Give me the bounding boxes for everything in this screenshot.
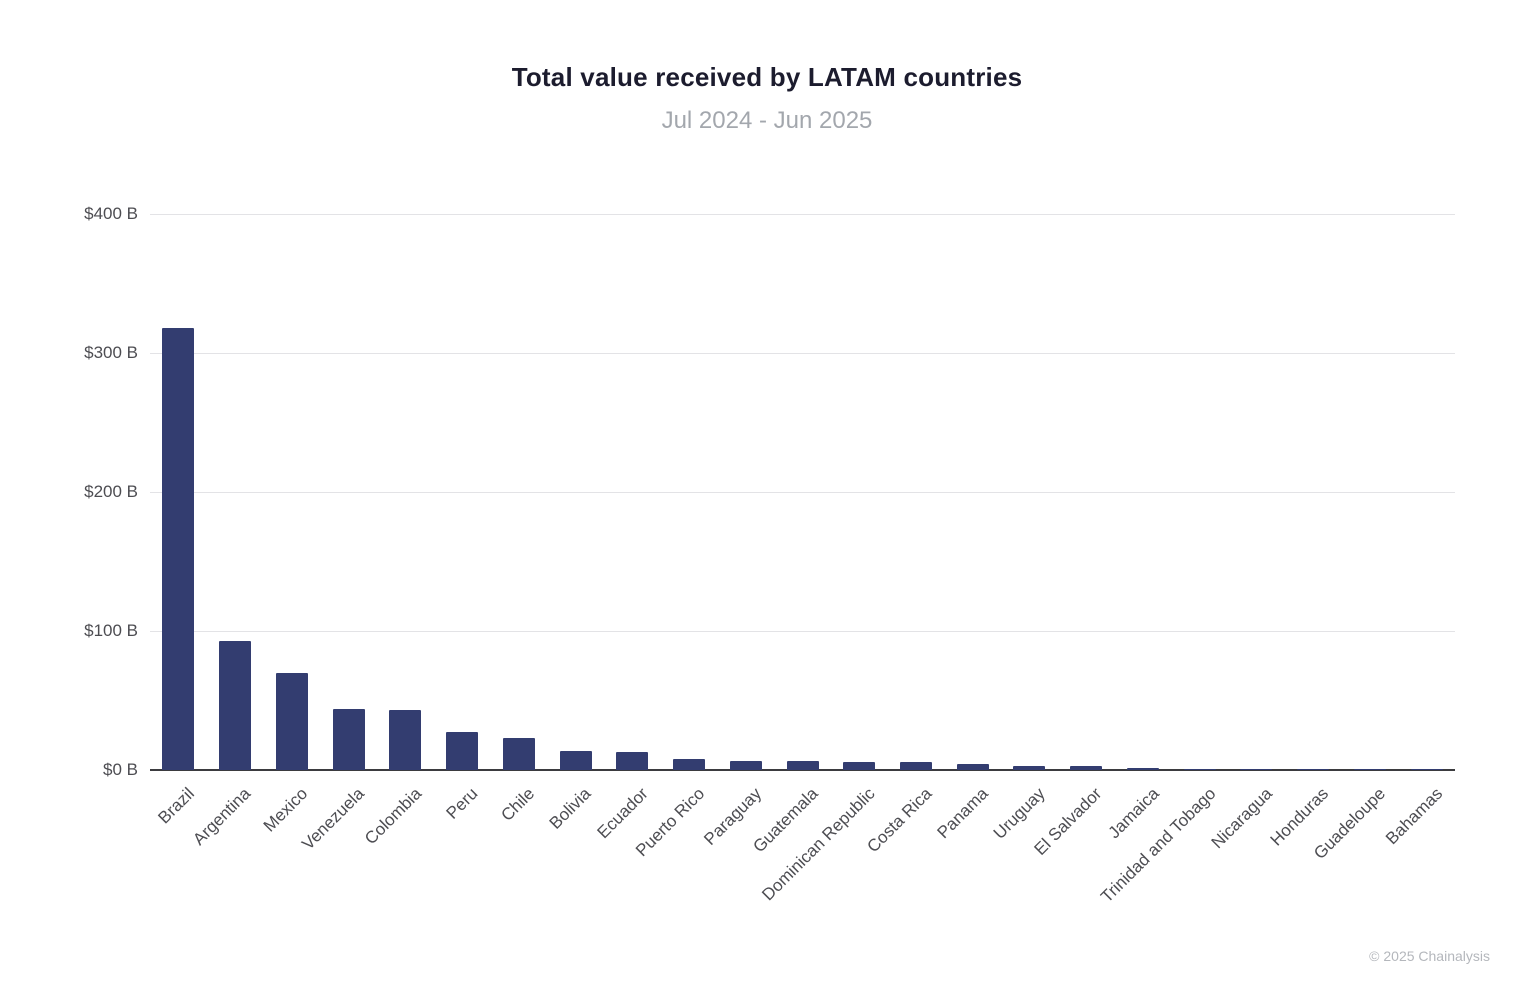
x-tick-label: Nicaragua [1207, 784, 1276, 853]
bar-venezuela [332, 708, 365, 770]
bar-honduras [1297, 769, 1330, 770]
copyright-text: © 2025 Chainalysis [1369, 948, 1490, 964]
x-tick-label: Chile [497, 784, 539, 825]
bar-trinidad-and-tobago [1183, 769, 1216, 770]
x-tick-label: Brazil [154, 784, 198, 828]
chart-subtitle: Jul 2024 - Jun 2025 [661, 107, 873, 134]
gridline [150, 491, 1455, 493]
bar-jamaica [1126, 767, 1159, 770]
chart-header: Total value received by LATAM countries … [0, 62, 1534, 135]
bar-chile [502, 738, 535, 770]
y-tick-label: $0 B [103, 760, 138, 779]
bar-nicaragua [1240, 769, 1273, 770]
bar-panama [956, 763, 989, 770]
y-tick-label: $200 B [84, 482, 138, 501]
x-tick-label: Bahamas [1381, 784, 1447, 849]
bar-costa-rica [899, 762, 932, 770]
bar-peru [446, 732, 479, 770]
bar-brazil [162, 327, 195, 770]
bar-argentina [219, 640, 252, 770]
bar-paraguay [729, 760, 762, 770]
x-tick-label: Mexico [259, 784, 312, 836]
x-tick-label: Peru [442, 784, 482, 823]
bar-puerto-rico [673, 758, 706, 770]
bar-mexico [275, 672, 308, 770]
bar-uruguay [1013, 765, 1046, 770]
bar-guatemala [786, 760, 819, 770]
x-tick-label: Dominican Republic [758, 784, 879, 905]
x-tick-label: Argentina [189, 784, 255, 849]
bar-guadeloupe [1353, 769, 1386, 770]
gridline [150, 352, 1455, 354]
plot-area [150, 213, 1455, 771]
bar-dominican-republic [843, 761, 876, 770]
bar-el-salvador [1070, 765, 1103, 770]
x-axis-line [150, 769, 1455, 771]
x-tick-label: Colombia [360, 784, 425, 849]
bar-colombia [389, 710, 422, 770]
y-tick-label: $300 B [84, 343, 138, 362]
x-tick-label: Bolivia [546, 784, 595, 833]
bar-bolivia [559, 750, 592, 770]
gridline [150, 213, 1455, 215]
x-tick-label: Panama [933, 784, 993, 843]
bar-bahamas [1410, 769, 1443, 770]
chart-title: Total value received by LATAM countries [511, 62, 1023, 92]
gridline [150, 630, 1455, 632]
y-tick-label: $400 B [84, 204, 138, 223]
y-tick-label: $100 B [84, 621, 138, 640]
bar-ecuador [616, 751, 649, 770]
